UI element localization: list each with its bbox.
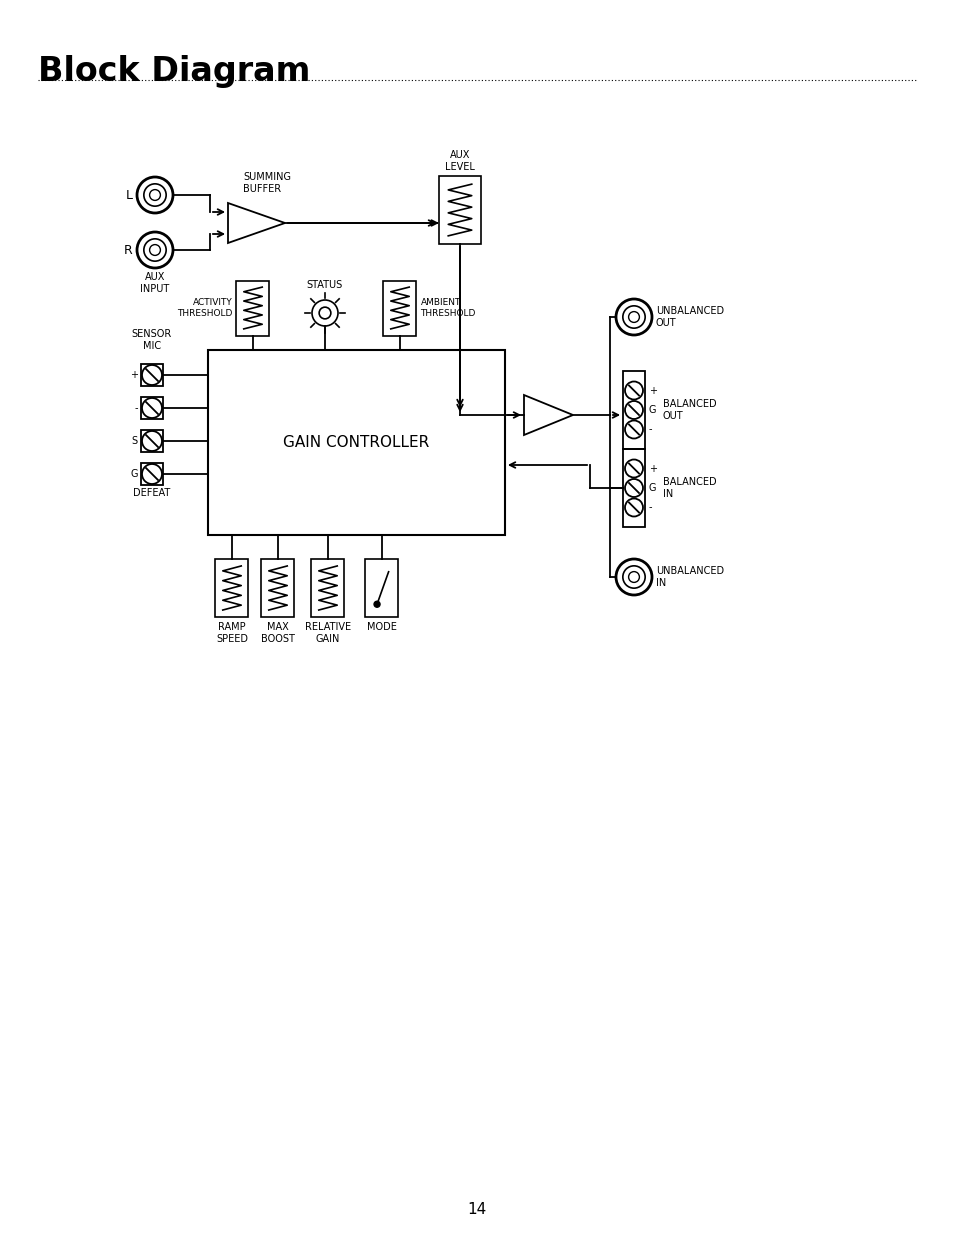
Text: G: G	[648, 483, 656, 493]
Text: UNBALANCED
OUT: UNBALANCED OUT	[656, 306, 723, 329]
Bar	[141, 430, 163, 452]
Text: S: S	[132, 436, 138, 446]
Text: +: +	[648, 385, 657, 395]
Text: -: -	[648, 425, 652, 435]
Text: SUMMING
BUFFER: SUMMING BUFFER	[243, 172, 291, 194]
Bar	[383, 280, 416, 336]
Text: Block Diagram: Block Diagram	[38, 56, 310, 88]
Text: SENSOR
MIC: SENSOR MIC	[132, 329, 172, 351]
Text: DEFEAT: DEFEAT	[133, 488, 171, 498]
Bar	[622, 450, 644, 527]
Text: -: -	[134, 403, 138, 412]
Bar	[365, 559, 398, 618]
Text: 14: 14	[467, 1203, 486, 1218]
Text: RAMP
SPEED: RAMP SPEED	[215, 622, 248, 645]
Bar	[312, 559, 344, 618]
Bar	[438, 177, 480, 245]
Bar	[208, 350, 504, 535]
Text: STATUS: STATUS	[307, 280, 343, 290]
Bar	[215, 559, 248, 618]
Text: BALANCED
IN: BALANCED IN	[662, 477, 716, 499]
Text: GAIN CONTROLLER: GAIN CONTROLLER	[283, 435, 429, 450]
Text: BALANCED
OUT: BALANCED OUT	[662, 399, 716, 421]
Text: L: L	[126, 189, 132, 201]
Text: AUX
LEVEL: AUX LEVEL	[445, 149, 475, 172]
Text: G: G	[648, 405, 656, 415]
Bar	[141, 396, 163, 419]
Text: -: -	[648, 503, 652, 513]
Text: ACTIVITY
THRESHOLD: ACTIVITY THRESHOLD	[177, 298, 233, 319]
Text: R: R	[124, 243, 132, 257]
Text: +: +	[648, 463, 657, 473]
Circle shape	[374, 601, 379, 608]
Bar	[141, 463, 163, 485]
Text: +: +	[130, 370, 138, 380]
Text: AUX
INPUT: AUX INPUT	[140, 272, 170, 294]
Text: AMBIENT
THRESHOLD: AMBIENT THRESHOLD	[420, 298, 476, 319]
Text: UNBALANCED
IN: UNBALANCED IN	[656, 566, 723, 588]
Bar	[141, 364, 163, 387]
Text: RELATIVE
GAIN: RELATIVE GAIN	[305, 622, 351, 645]
Bar	[261, 559, 294, 618]
Bar	[622, 370, 644, 450]
Text: MODE: MODE	[367, 622, 396, 632]
Text: MAX
BOOST: MAX BOOST	[261, 622, 294, 645]
Bar	[236, 280, 269, 336]
Text: G: G	[131, 469, 138, 479]
